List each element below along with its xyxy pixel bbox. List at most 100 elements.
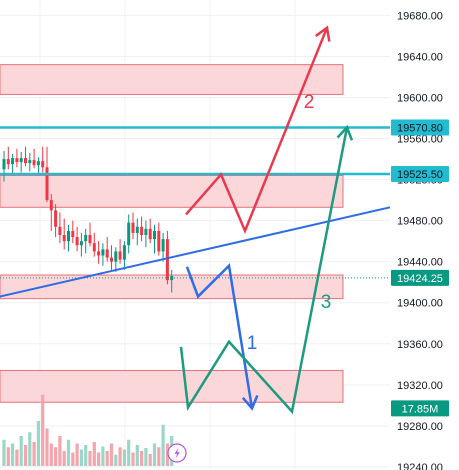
volume-bar bbox=[75, 443, 79, 466]
scenario-arrowhead-3 bbox=[336, 124, 354, 141]
volume-bar bbox=[11, 443, 15, 466]
volume-bar bbox=[114, 454, 118, 466]
volume-bar bbox=[32, 442, 36, 466]
candle-body bbox=[118, 251, 122, 260]
volume-bar bbox=[148, 454, 152, 466]
y-tick-label: 19240.00 bbox=[397, 462, 443, 470]
candle-body bbox=[32, 160, 36, 166]
candle-body bbox=[114, 251, 118, 262]
lightning-glyph bbox=[174, 448, 180, 459]
candle-body bbox=[24, 158, 27, 164]
volume-bar bbox=[157, 447, 161, 466]
price-badge-level[interactable] bbox=[391, 165, 449, 182]
y-tick-label: 19440.00 bbox=[397, 257, 443, 269]
candle-body bbox=[36, 161, 40, 166]
volume-bar bbox=[140, 451, 144, 466]
y-tick-label: 19280.00 bbox=[397, 421, 443, 433]
price-badge-label: 19525.50 bbox=[397, 169, 443, 181]
volume-bar bbox=[122, 449, 126, 466]
volume-bar bbox=[105, 451, 109, 466]
y-tick-label: 19560.00 bbox=[397, 134, 443, 146]
volume-bar bbox=[152, 443, 157, 466]
candle-body bbox=[153, 230, 156, 240]
volume-bar bbox=[109, 443, 114, 466]
candle-body bbox=[140, 226, 144, 235]
volume-bar bbox=[66, 439, 71, 466]
candle-body bbox=[131, 222, 135, 233]
candle-body bbox=[97, 251, 101, 256]
volume-bar bbox=[36, 421, 40, 466]
volume-bar bbox=[58, 436, 62, 466]
candle-body bbox=[15, 158, 19, 163]
y-tick-label: 19480.00 bbox=[397, 216, 443, 228]
price-badge-label: 19570.80 bbox=[397, 122, 443, 134]
price-badge-volume[interactable] bbox=[391, 400, 449, 417]
trendline[interactable] bbox=[0, 206, 391, 298]
volume-bar bbox=[92, 442, 96, 466]
volume-bar bbox=[49, 443, 53, 466]
volume-bar bbox=[84, 445, 88, 466]
price-badge-last-price[interactable] bbox=[391, 269, 449, 286]
candle-body bbox=[71, 230, 75, 238]
y-tick-label: 19600.00 bbox=[397, 92, 443, 104]
zone-rect-1[interactable] bbox=[0, 174, 344, 208]
volume-bar bbox=[165, 443, 169, 466]
candle-body bbox=[45, 167, 49, 201]
price-badge-level[interactable] bbox=[391, 119, 449, 136]
candle-body bbox=[161, 239, 165, 252]
zone-rect-0[interactable] bbox=[0, 64, 344, 95]
volume-bar bbox=[23, 445, 28, 466]
y-tick-label: 19680.00 bbox=[397, 10, 443, 22]
candle-body bbox=[101, 249, 105, 256]
volume-bar bbox=[45, 428, 49, 466]
y-tick-label: 19640.00 bbox=[397, 51, 443, 63]
volume-bar bbox=[79, 449, 83, 466]
candle-body bbox=[148, 228, 152, 240]
candle-body bbox=[79, 241, 83, 246]
volume-bar bbox=[118, 447, 122, 466]
volume-bar bbox=[28, 432, 32, 466]
volume-bar bbox=[2, 439, 6, 466]
candle-body bbox=[28, 160, 32, 164]
volume-bar bbox=[97, 452, 101, 466]
volume-bar bbox=[41, 394, 45, 466]
y-tick-label: 19400.00 bbox=[397, 298, 443, 310]
zone-rect-3[interactable] bbox=[0, 369, 344, 403]
price-badge-label: 17.85M bbox=[402, 403, 439, 415]
scenario-path-3[interactable] bbox=[179, 127, 349, 415]
scenario-path-2[interactable] bbox=[185, 27, 329, 235]
candle-body bbox=[67, 230, 70, 242]
volume-bar bbox=[127, 439, 131, 466]
candle-body bbox=[41, 161, 45, 168]
volume-bar bbox=[62, 451, 66, 466]
volume-bar bbox=[15, 449, 19, 466]
candle-body bbox=[54, 210, 58, 227]
candle-body bbox=[11, 158, 15, 165]
volume-bar bbox=[6, 447, 10, 466]
candle-body bbox=[58, 226, 62, 235]
volume-bar bbox=[101, 446, 105, 466]
candle-body bbox=[135, 226, 139, 233]
volume-bar bbox=[19, 436, 23, 466]
candle-body bbox=[157, 230, 161, 252]
candle-body bbox=[6, 159, 10, 165]
volume-bar bbox=[131, 452, 135, 466]
y-tick-label: 19320.00 bbox=[397, 380, 443, 392]
candle-body bbox=[105, 249, 109, 258]
scenario-label-3: 3 bbox=[321, 292, 332, 313]
scenario-label-1: 1 bbox=[247, 333, 258, 354]
volume-bar bbox=[88, 451, 92, 466]
volume-bar bbox=[144, 448, 148, 466]
scenario-label-2: 2 bbox=[304, 92, 315, 113]
volume-bar bbox=[71, 452, 75, 466]
candle-body bbox=[165, 239, 169, 281]
candle-body bbox=[19, 158, 23, 163]
candle-body bbox=[84, 235, 88, 242]
candle-body bbox=[122, 245, 126, 260]
price-badge-label: 19424.25 bbox=[397, 273, 443, 285]
scenario-arrowhead-2 bbox=[315, 25, 331, 42]
candle-body bbox=[144, 228, 148, 235]
scenario-path-1[interactable] bbox=[185, 263, 254, 409]
